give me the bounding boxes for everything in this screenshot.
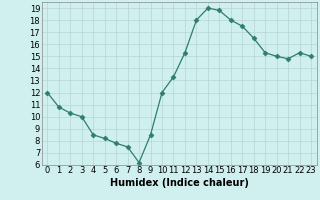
X-axis label: Humidex (Indice chaleur): Humidex (Indice chaleur) [110,178,249,188]
